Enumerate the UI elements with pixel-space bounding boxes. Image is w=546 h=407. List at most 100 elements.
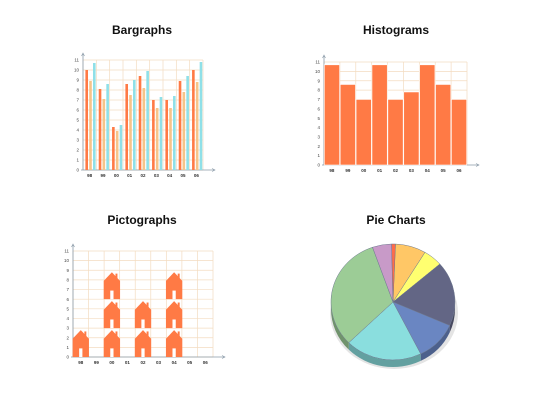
picto-ytick-label: 4 bbox=[66, 316, 69, 321]
bar-ytick-label: 9 bbox=[76, 78, 79, 83]
house-door bbox=[141, 319, 145, 329]
hist-ytick-label: 11 bbox=[315, 60, 320, 65]
bar-x-arrow bbox=[211, 168, 216, 172]
picto-xtick-label: 05 bbox=[187, 360, 193, 365]
house-chimney bbox=[146, 302, 149, 310]
house-door bbox=[172, 319, 176, 329]
bar-series-1-bar bbox=[85, 70, 88, 170]
hist-bar bbox=[355, 99, 372, 166]
bar-series-3-bar bbox=[119, 125, 123, 170]
pie-slice bbox=[330, 246, 394, 344]
house-chimney bbox=[146, 331, 149, 339]
bar-xtick-label: 03 bbox=[154, 173, 160, 178]
picto-ytick-label: 6 bbox=[66, 297, 69, 302]
bar-series-3-bar bbox=[106, 84, 109, 170]
hist-bar bbox=[451, 99, 467, 166]
hist-xtick-label: 01 bbox=[377, 168, 383, 173]
bar-xtick-label: 02 bbox=[140, 173, 146, 178]
hist-xtick-label: 98 bbox=[329, 168, 335, 173]
bar-ytick-label: 10 bbox=[74, 68, 80, 73]
bar-series-3-bar bbox=[133, 80, 136, 170]
pie-slice-side bbox=[348, 342, 421, 367]
picto-xtick-label: 00 bbox=[109, 360, 115, 365]
bar-series-1-bar bbox=[165, 100, 168, 170]
bar-series-2-bar bbox=[89, 81, 92, 170]
hist-ytick-label: 10 bbox=[315, 69, 321, 74]
bar-series-1-bar bbox=[152, 100, 155, 170]
pie-slice-side bbox=[420, 325, 450, 361]
hist-xtick-label: 99 bbox=[345, 168, 351, 173]
hist-ytick-label: 6 bbox=[317, 106, 320, 111]
bar-xtick-label: 06 bbox=[194, 173, 200, 178]
hist-bar bbox=[371, 64, 388, 166]
hist-ytick-label: 1 bbox=[317, 153, 320, 158]
picto-ytick-label: 0 bbox=[66, 355, 69, 360]
bar-series-2-bar bbox=[155, 108, 159, 170]
house-door bbox=[172, 348, 176, 357]
hist-ytick-label: 3 bbox=[317, 135, 320, 140]
bar-series-1-bar bbox=[178, 81, 182, 170]
picto-ytick-label: 5 bbox=[66, 306, 69, 311]
hist-ytick-label: 5 bbox=[317, 116, 320, 121]
bar-xtick-label: 04 bbox=[167, 173, 173, 178]
picto-ytick-label: 11 bbox=[64, 249, 69, 254]
bar-series-1-bar bbox=[138, 76, 142, 170]
house-door bbox=[172, 290, 176, 300]
bar-series-1-bar bbox=[192, 70, 195, 170]
picto-ytick-label: 1 bbox=[66, 345, 69, 350]
pie-slice bbox=[348, 301, 422, 361]
pie-slice bbox=[392, 263, 456, 326]
picto-ytick-label: 8 bbox=[66, 278, 69, 283]
bar-series-2-bar bbox=[169, 108, 172, 170]
hist-bar bbox=[339, 84, 356, 166]
house-chimney bbox=[115, 331, 118, 339]
picto-x-arrow bbox=[221, 355, 226, 359]
picto-xtick-label: 04 bbox=[172, 360, 178, 365]
hist-ytick-label: 2 bbox=[317, 144, 320, 149]
bar-series-3-bar bbox=[173, 96, 176, 170]
bar-ytick-label: 8 bbox=[76, 88, 79, 93]
bar-ytick-label: 11 bbox=[74, 58, 79, 63]
bar-ytick-label: 1 bbox=[76, 158, 79, 163]
house-door bbox=[79, 348, 83, 357]
picto-xtick-label: 06 bbox=[203, 360, 209, 365]
pie-slice-side bbox=[449, 302, 455, 333]
house-chimney bbox=[84, 331, 87, 339]
bar-series-2-bar bbox=[182, 92, 186, 170]
bar-ytick-label: 5 bbox=[76, 118, 79, 123]
bar-series-3-bar bbox=[146, 71, 149, 170]
house-chimney bbox=[115, 302, 118, 310]
house-door bbox=[141, 348, 145, 357]
bar-series-1-bar bbox=[125, 84, 128, 170]
bar-ytick-label: 3 bbox=[76, 138, 79, 143]
hist-ytick-label: 7 bbox=[317, 97, 320, 102]
house-door bbox=[110, 290, 114, 300]
hist-bar bbox=[323, 64, 340, 166]
house-chimney bbox=[115, 273, 118, 281]
picto-xtick-label: 99 bbox=[94, 360, 100, 365]
picto-ytick-label: 7 bbox=[66, 287, 69, 292]
hist-bar bbox=[419, 64, 436, 166]
bar-xtick-label: 05 bbox=[180, 173, 186, 178]
house-door bbox=[110, 348, 114, 357]
picto-xtick-label: 01 bbox=[125, 360, 131, 365]
hist-bar bbox=[435, 84, 452, 166]
bar-series-2-bar bbox=[195, 82, 199, 170]
bar-ytick-label: 0 bbox=[76, 168, 79, 173]
pictographs-title: Pictographs bbox=[107, 213, 177, 227]
bar-series-3-bar bbox=[199, 62, 203, 170]
picto-xtick-label: 02 bbox=[140, 360, 146, 365]
hist-xtick-label: 04 bbox=[425, 168, 431, 173]
picto-xtick-label: 98 bbox=[78, 360, 84, 365]
bar-series-3-bar bbox=[159, 97, 163, 170]
picto-y-arrow bbox=[71, 243, 75, 248]
picto-ytick-label: 3 bbox=[66, 326, 69, 331]
bar-ytick-label: 6 bbox=[76, 108, 79, 113]
bargraphs-title: Bargraphs bbox=[111, 23, 173, 37]
hist-xtick-label: 00 bbox=[361, 168, 367, 173]
hist-ytick-label: 8 bbox=[317, 88, 320, 93]
hist-ytick-label: 0 bbox=[317, 163, 320, 168]
hist-xtick-label: 05 bbox=[441, 168, 447, 173]
hist-xtick-label: 06 bbox=[457, 168, 463, 173]
